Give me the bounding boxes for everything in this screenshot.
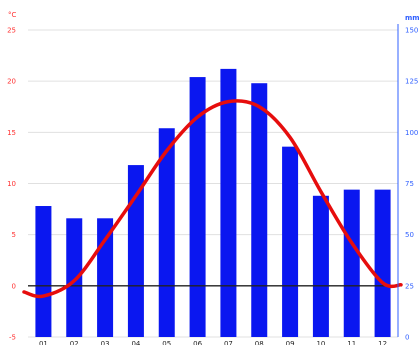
x-tick-label: 06: [193, 340, 202, 345]
precip-bar: [374, 189, 391, 337]
right-axis-unit: mm: [405, 14, 420, 22]
right-tick-label: 50: [405, 231, 414, 239]
precip-bar: [189, 77, 206, 337]
precip-bar: [66, 218, 83, 337]
x-tick-label: 04: [131, 340, 140, 345]
x-tick-label: 08: [255, 340, 264, 345]
grid-lines: [28, 29, 398, 338]
left-tick-label: 5: [12, 231, 16, 239]
x-tick-label: 09: [286, 340, 295, 345]
x-tick-label: 12: [378, 340, 387, 345]
left-axis-unit: °C: [8, 11, 17, 19]
right-tick-label: 125: [405, 78, 418, 86]
temperature-line-group: [22, 99, 403, 299]
precip-bar: [251, 83, 268, 337]
left-tick-label: 25: [7, 27, 16, 35]
precip-bar: [312, 195, 329, 337]
precipitation-bars: [35, 68, 391, 338]
right-tick-label: 25: [405, 282, 414, 290]
left-tick-label: 0: [12, 282, 16, 290]
right-tick-label: 75: [405, 180, 414, 188]
x-tick-label: 01: [39, 340, 48, 345]
x-tick-label: 07: [224, 340, 233, 345]
left-tick-label: -5: [9, 334, 16, 342]
precip-bar: [343, 189, 360, 337]
x-tick-label: 02: [70, 340, 79, 345]
x-tick-label: 05: [162, 340, 171, 345]
x-tick-label: 03: [101, 340, 110, 345]
precip-bar: [35, 206, 52, 337]
left-tick-label: 20: [7, 78, 16, 86]
precip-bar: [158, 128, 175, 337]
x-tick-label: 10: [316, 340, 325, 345]
left-tick-label: 10: [7, 180, 16, 188]
precip-bar: [220, 68, 237, 338]
precip-bar: [282, 146, 299, 337]
precip-bar: [127, 165, 144, 337]
right-tick-label: 150: [405, 27, 418, 35]
right-tick-label: 0: [405, 334, 409, 342]
temperature-line: [22, 99, 403, 299]
x-tick-label: 11: [347, 340, 356, 345]
precip-bar: [97, 218, 114, 337]
right-tick-label: 100: [405, 129, 418, 137]
left-tick-label: 15: [7, 129, 16, 137]
